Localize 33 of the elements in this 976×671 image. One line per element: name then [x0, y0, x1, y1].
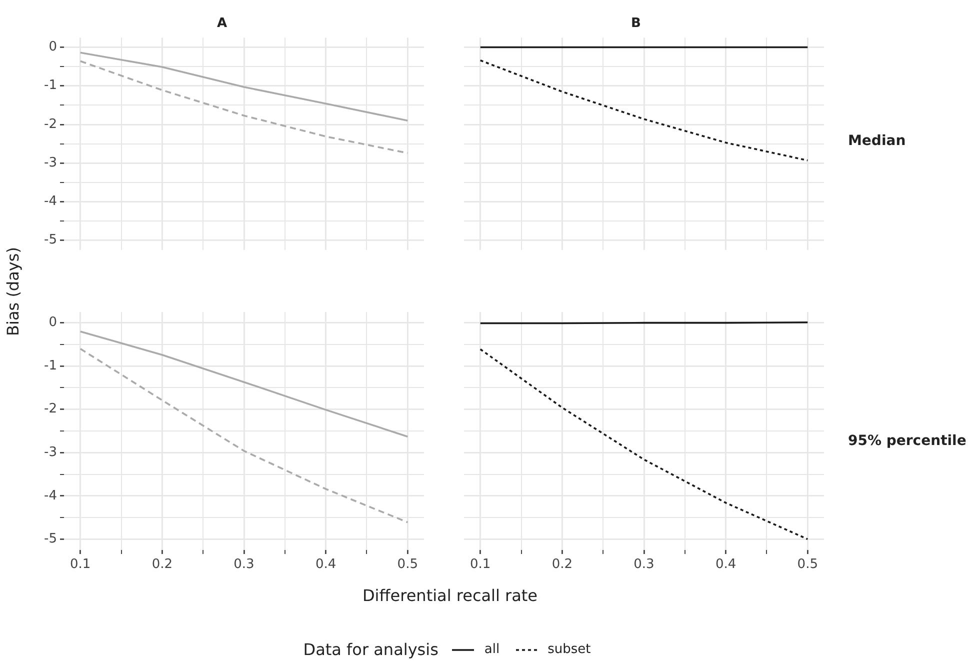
x-tick-label: 0.4 — [315, 557, 336, 572]
y-tick-label: -3 — [44, 155, 57, 170]
line-series — [79, 60, 409, 154]
legend-title: Data for analysis — [303, 640, 438, 659]
chart-title: B — [631, 16, 641, 32]
x-axis-title: Differential recall rate — [361, 586, 539, 605]
y-tick-label: -1 — [44, 78, 57, 94]
y-tick-label: -2 — [44, 116, 57, 132]
y-tick-label: -4 — [44, 488, 57, 504]
x-tick-label: 0.3 — [234, 557, 254, 572]
x-tick-label: 0.5 — [797, 557, 818, 572]
x-tick-label: 0.1 — [470, 557, 491, 572]
y-tick-label: -5 — [44, 232, 57, 248]
x-tick-label: 0.4 — [715, 557, 736, 572]
y-tick-label: -5 — [44, 532, 57, 547]
chart-title: A — [216, 16, 228, 32]
legend-label: subset — [548, 642, 591, 657]
y-tick-label: -3 — [44, 445, 57, 460]
line-series — [79, 348, 409, 524]
x-tick-label: 0.2 — [152, 557, 173, 572]
x-tick-label: 0.1 — [70, 557, 91, 572]
x-tick-label: 0.3 — [634, 557, 654, 572]
y-tick-label: 0 — [48, 40, 57, 55]
text: Median — [848, 133, 906, 149]
x-tick-label: 0.2 — [552, 557, 573, 572]
legend-label: all — [484, 642, 500, 657]
x-tick-label: 0.5 — [397, 557, 418, 572]
y-tick-label: 0 — [48, 315, 57, 330]
y-tick-label: -2 — [44, 402, 57, 417]
text: 95% percentile — [848, 433, 966, 449]
y-tick-label: -4 — [44, 194, 57, 210]
y-tick-label: -1 — [44, 358, 57, 374]
y-axis-title: Bias (days) — [4, 246, 22, 336]
